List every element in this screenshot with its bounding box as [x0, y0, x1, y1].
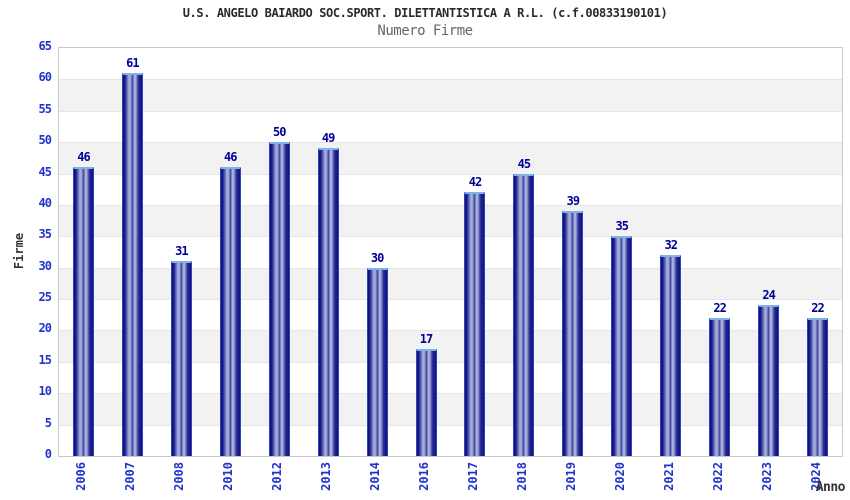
bar-value-label: 50 — [272, 125, 286, 140]
y-tick-label: 45 — [38, 164, 52, 179]
x-tick-label: 2013 — [319, 462, 334, 491]
plot-band — [59, 79, 842, 111]
bar-2023 — [758, 305, 780, 456]
x-axis-label: Anno — [815, 480, 846, 495]
bar-value-label: 22 — [811, 300, 824, 315]
x-tick-label: 2010 — [221, 462, 236, 491]
plot-band — [59, 48, 842, 80]
bar-value-label: 61 — [126, 56, 139, 71]
bar-2020 — [611, 236, 633, 456]
chart-subtitle: Numero Firme — [377, 23, 473, 39]
bar-value-label: 35 — [615, 219, 629, 234]
plot-band — [59, 173, 842, 205]
bar-value-label: 42 — [468, 175, 482, 190]
bar-value-label: 45 — [517, 156, 531, 171]
bar-2021 — [660, 255, 682, 456]
bar-value-label: 31 — [175, 244, 188, 259]
y-tick-label: 20 — [38, 321, 52, 336]
bar-value-label: 46 — [77, 150, 90, 165]
x-tick-label: 2008 — [172, 462, 187, 491]
bar-2008 — [170, 261, 192, 456]
y-tick-label: 65 — [38, 39, 52, 53]
y-tick-label: 0 — [44, 447, 52, 461]
bar-2007 — [121, 73, 143, 456]
bar-2014 — [366, 267, 388, 456]
plot-area: 46 61 31 46 50 49 30 17 42 45 39 35 32 22 24 22 — [58, 47, 843, 457]
bar-value-label: 22 — [713, 300, 726, 315]
bar-2010 — [219, 167, 241, 456]
y-tick-label: 15 — [38, 352, 52, 367]
x-tick-label: 2019 — [563, 462, 578, 491]
bar-2013 — [317, 148, 339, 456]
chart-title: U.S. ANGELO BAIARDO SOC.SPORT. DILETTANT… — [182, 6, 668, 20]
x-tick-label: 2020 — [612, 462, 627, 491]
bar-2022 — [709, 317, 731, 456]
bar-2017 — [464, 192, 486, 456]
bar-2006 — [72, 167, 94, 456]
x-tick-label: 2012 — [270, 462, 285, 491]
y-tick-label: 60 — [38, 70, 52, 85]
y-tick-label: 5 — [44, 415, 52, 430]
x-tick-label: 2016 — [417, 462, 432, 491]
bar-value-label: 49 — [321, 131, 335, 146]
plot-band — [59, 142, 842, 174]
bar-2024 — [807, 317, 829, 456]
bar-value-label: 46 — [224, 150, 237, 165]
plot-band — [59, 204, 842, 237]
bar-2016 — [415, 349, 437, 456]
x-tick-label: 2014 — [368, 462, 383, 491]
bar-2019 — [562, 211, 584, 456]
plot-band — [59, 110, 842, 143]
x-tick-label: 2017 — [465, 462, 480, 491]
x-tick-label: 2007 — [123, 462, 138, 491]
bar-value-label: 30 — [370, 250, 384, 265]
x-tick-label: 2023 — [759, 462, 774, 491]
bar-2012 — [268, 142, 290, 456]
bar-value-label: 39 — [566, 194, 580, 209]
y-tick-label: 55 — [38, 101, 52, 116]
bar-2018 — [513, 173, 535, 456]
x-tick-label: 2022 — [710, 462, 725, 491]
bar-value-label: 32 — [664, 238, 677, 253]
y-tick-label: 25 — [38, 290, 52, 305]
bar-value-label: 24 — [762, 288, 775, 303]
x-tick-label: 2018 — [514, 462, 529, 491]
bar-value-label: 17 — [419, 332, 433, 347]
y-tick-label: 40 — [38, 195, 52, 210]
y-tick-label: 35 — [38, 227, 52, 242]
y-tick-label: 50 — [38, 133, 52, 148]
x-tick-label: 2006 — [74, 462, 89, 491]
y-tick-label: 10 — [38, 384, 52, 399]
y-tick-label: 30 — [38, 258, 52, 273]
x-tick-label: 2021 — [661, 462, 676, 491]
